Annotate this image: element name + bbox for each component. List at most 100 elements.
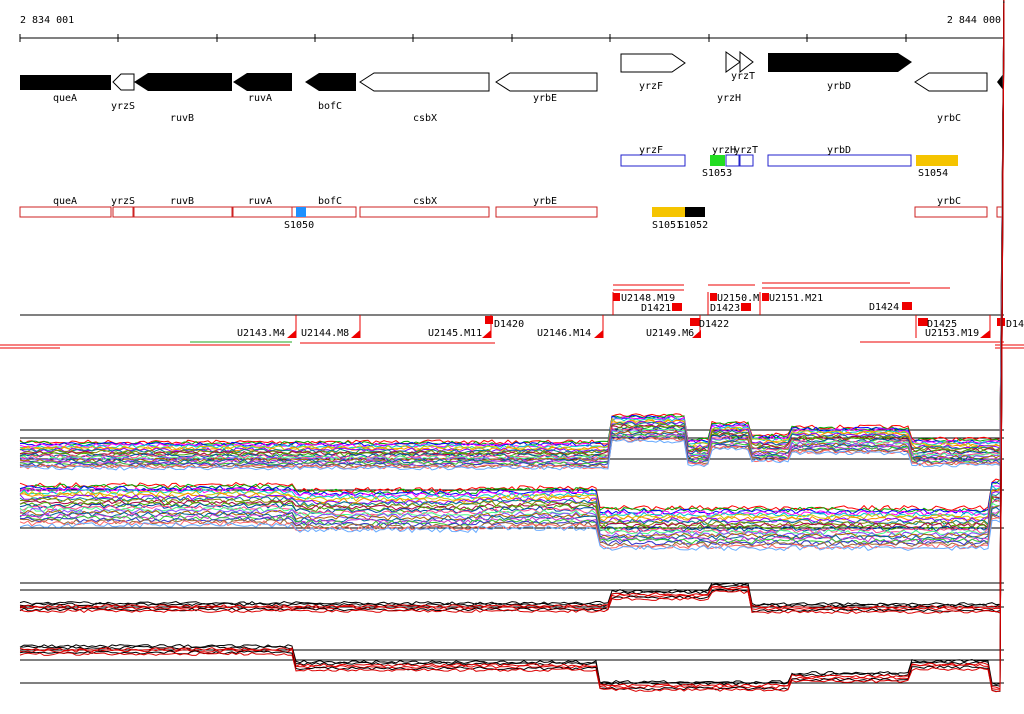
gene-label-csbX: csbX [413,113,437,124]
expression-profiles [19,0,1005,693]
gene-arrow-yrbD[interactable] [768,53,912,72]
segment-label: D1423 [710,303,740,314]
annot-label-bofC: bofC [318,196,342,207]
segment-marker[interactable] [692,330,701,338]
segment-label: U2144.M8 [301,328,349,339]
profile-trace [19,0,1005,456]
profile-trace [19,0,1005,690]
profile-trace [19,12,1005,545]
segment-label: D1421 [641,303,671,314]
annot-label-ruvB: ruvB [170,196,194,207]
feature-label-S1051: S1051 [652,220,682,231]
gene-label-yrzS: yrzS [111,101,135,112]
segment-track: U2148.M19 D1421 U2150.M U2151.M21 D1423 … [0,282,1024,349]
profile-trace [19,10,1005,468]
annotation-track-plus: yrzF yrzH yrzT yrbD [620,145,912,167]
annot-label-yrzF: yrzF [639,145,663,156]
profile-panel-1 [19,0,1005,471]
segment-label: U2148.M19 [621,293,675,304]
segment-label: U2151.M21 [769,293,823,304]
gene-arrow-yrzH[interactable] [725,51,741,73]
segment-label: D1424 [869,302,899,313]
feature-label-S1054: S1054 [918,168,948,179]
annot-box-csbX[interactable] [359,206,490,218]
annot-box-yrbC[interactable] [914,206,988,218]
annot-label-yrbE: yrbE [533,196,557,207]
profile-trace [19,0,1005,529]
annot-label-ruvA: ruvA [248,196,272,207]
annot-label-yrzS: yrzS [111,196,135,207]
segment-marker[interactable] [594,330,603,338]
annot-label-csbX: csbX [413,196,437,207]
segment-label: U2149.M6 [646,328,694,339]
segment-marker[interactable] [918,318,928,326]
segment-marker[interactable] [351,330,360,338]
profile-trace [19,6,1005,539]
gene-arrow-yrzT[interactable] [739,50,754,74]
gene-arrow-ruvB[interactable] [134,73,232,91]
segment-marker[interactable] [980,330,990,338]
feature-S1054[interactable] [916,155,958,166]
segment-label: U2146.M14 [537,328,591,339]
segment-label: D1422 [699,319,729,330]
profile-trace [19,0,1005,690]
annot-box-yrzT[interactable] [739,154,754,167]
segment-marker[interactable] [710,293,717,301]
annot-box-yrbD[interactable] [767,154,912,167]
feature-S1053[interactable] [710,155,725,166]
annot-box-yrzF[interactable] [620,154,686,167]
segment-marker[interactable] [741,303,751,311]
gene-label-yrzF: yrzF [639,81,663,92]
profile-panel-3 [19,0,1005,614]
gene-arrow-yrbE[interactable] [495,72,598,92]
gene-arrow-ruvA[interactable] [233,73,292,91]
profile-trace [19,0,1005,513]
annot-box-yrbE[interactable] [495,206,598,218]
segment-marker[interactable] [485,316,493,324]
feature-S1051[interactable] [652,207,685,217]
segment-label: D1420 [494,319,524,330]
gene-arrow-yrzF[interactable] [620,53,686,73]
gene-label-ruvA: ruvA [248,93,272,104]
annot-box-ruvB[interactable] [133,206,233,218]
segment-marker[interactable] [613,293,620,301]
annot-label-yrzT: yrzT [734,145,758,156]
segment-label: D1425 [927,319,957,330]
feature-S1052[interactable] [685,207,705,217]
annot-box-ruvA[interactable] [232,206,293,218]
feature-S1050[interactable] [296,207,306,217]
profile-trace [19,0,1005,445]
profile-panel-4 [19,0,1005,693]
gene-arrow-yrbC[interactable] [914,72,988,92]
coord-start: 2 834 001 [20,15,74,26]
gene-arrow-queA[interactable] [20,75,111,90]
profile-trace [19,0,1005,611]
gene-arrow-yrzS[interactable] [112,73,135,91]
profile-trace [19,0,1005,526]
gene-arrow-bofC[interactable] [305,73,356,91]
segment-label: U2145.M11 [428,328,482,339]
segment-marker[interactable] [287,330,296,338]
annot-box-yrzS[interactable] [112,206,134,218]
profile-trace [19,0,1005,685]
annot-box-queA[interactable] [19,206,112,218]
segment-marker[interactable] [672,303,682,311]
annot-box-yrzH[interactable] [725,154,740,167]
segment-marker[interactable] [690,318,700,326]
profile-trace [19,0,1005,512]
annot-box-bofC[interactable] [291,206,357,218]
segment-marker[interactable] [482,330,491,338]
segment-marker[interactable] [762,293,769,301]
profile-trace [19,0,1005,687]
profile-trace [19,17,1005,550]
gene-arrow-csbX[interactable] [359,72,490,92]
segment-marker[interactable] [902,302,912,310]
profile-trace [19,0,1005,515]
feature-label-S1052: S1052 [678,220,708,231]
profile-trace [19,0,1005,608]
gene-label-yrbD: yrbD [827,81,851,92]
gene-label-bofC: bofC [318,101,342,112]
gene-arrow-partial[interactable] [997,73,1004,91]
segment-label: D14 [1006,319,1024,330]
